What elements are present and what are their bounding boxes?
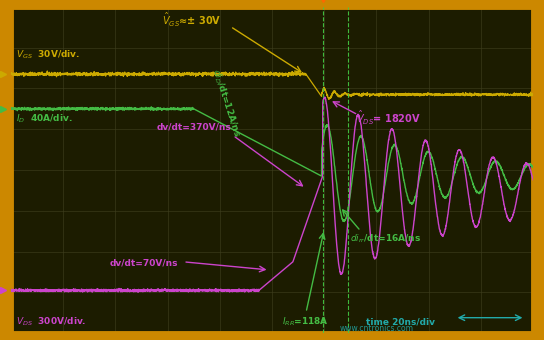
Text: $\hat{V}_{DS}$= 1820V: $\hat{V}_{DS}$= 1820V xyxy=(356,109,421,127)
Text: time 20ns/div: time 20ns/div xyxy=(366,317,435,326)
Text: $I_{RR}$=118A: $I_{RR}$=118A xyxy=(282,315,329,328)
Text: dv/dt=70V/ns: dv/dt=70V/ns xyxy=(110,259,178,268)
Text: $\hat{V}_{GS}$≈± 30V: $\hat{V}_{GS}$≈± 30V xyxy=(162,11,222,29)
Text: $di_{rr}$/dt=16A/ns: $di_{rr}$/dt=16A/ns xyxy=(350,233,422,245)
Text: www.cntronics.com: www.cntronics.com xyxy=(340,324,414,333)
Text: $I_D$  40A/div.: $I_D$ 40A/div. xyxy=(16,112,73,124)
Text: dv/dt=370V/ns: dv/dt=370V/ns xyxy=(157,122,232,131)
Text: $V_{GS}$  30V/div.: $V_{GS}$ 30V/div. xyxy=(16,49,81,61)
Text: $V_{DS}$  300V/div.: $V_{DS}$ 300V/div. xyxy=(16,315,86,328)
Text: $di_D$/dt=12A/ns: $di_D$/dt=12A/ns xyxy=(209,67,243,139)
